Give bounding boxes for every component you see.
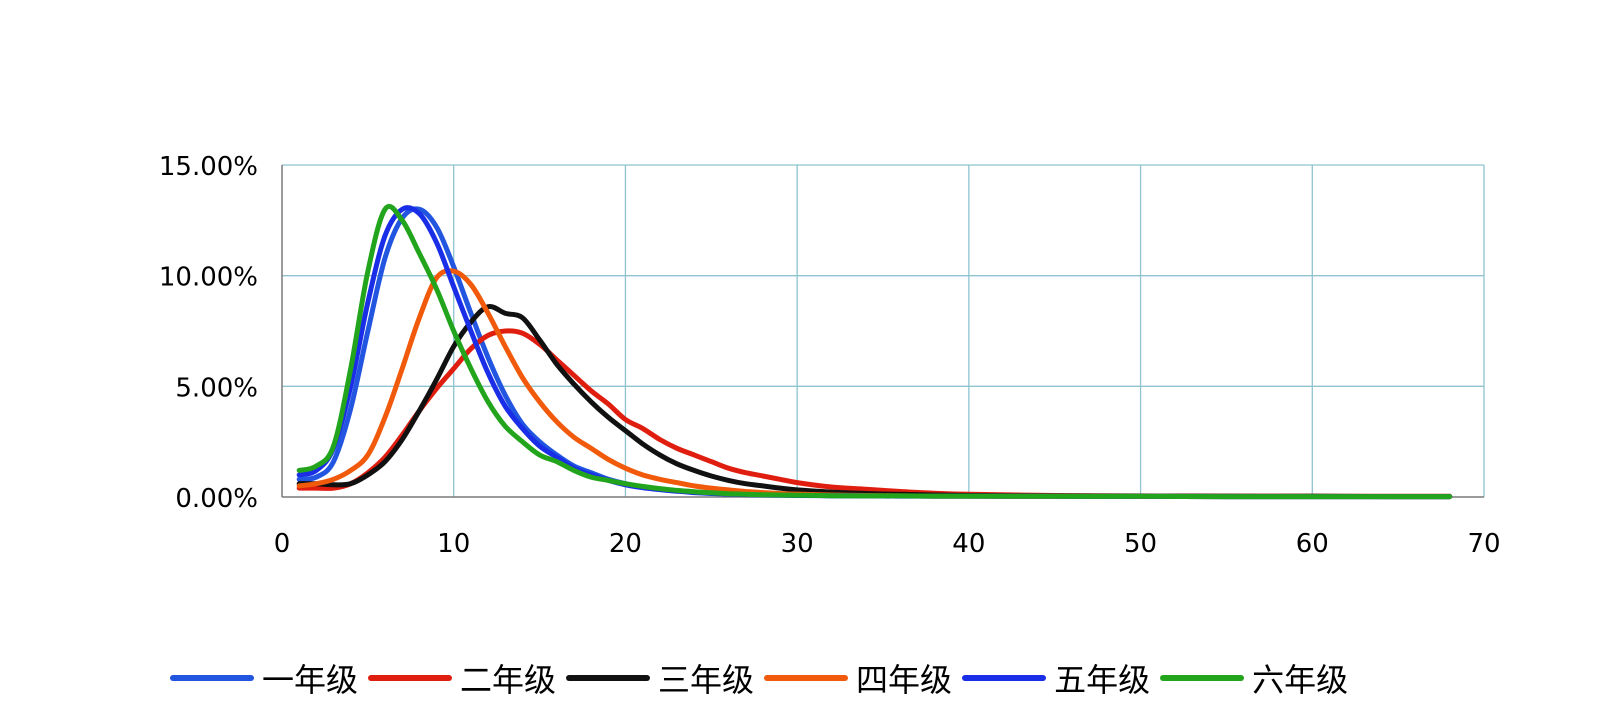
legend-swatch [368, 675, 453, 681]
tick-labels: 0 10 20 30 40 50 60 70 0.00% 5.00% 10.00% 15.00% [159, 152, 1501, 559]
x-tick-label: 60 [1296, 529, 1329, 559]
x-tick-label: 0 [274, 529, 291, 559]
legend-item: 三年级 [566, 655, 754, 701]
legend-label: 一年级 [262, 661, 359, 699]
legend-item: 二年级 [368, 655, 556, 701]
grid [282, 164, 1485, 497]
legend-label: 三年级 [658, 661, 755, 699]
legend-label: 六年级 [1252, 661, 1349, 699]
x-tick-label: 30 [781, 529, 814, 559]
x-tick-label: 70 [1467, 529, 1500, 559]
series-line-5 [296, 205, 1453, 500]
line-chart: 0 10 20 30 40 50 60 70 0.00% 5.00% 10.00% 15.00% [159, 152, 1501, 559]
x-tick-label: 40 [952, 529, 985, 559]
legend-item: 一年级 [170, 655, 358, 701]
x-tick-label: 50 [1124, 529, 1157, 559]
legend-swatch [170, 675, 254, 681]
legend-item: 六年级 [1160, 655, 1348, 701]
legend-swatch [962, 675, 1047, 681]
series-line-1 [296, 206, 1453, 500]
legend-label: 四年级 [856, 661, 953, 699]
series-layer [296, 204, 1453, 500]
legend-item: 五年级 [962, 655, 1150, 701]
y-tick-label: 0.00% [175, 484, 258, 514]
series-line-6 [296, 204, 1453, 500]
y-tick-label: 5.00% [175, 373, 258, 403]
y-tick-label: 15.00% [159, 152, 258, 182]
x-tick-label: 10 [437, 529, 470, 559]
legend-item: 四年级 [764, 655, 952, 701]
y-tick-label: 10.00% [159, 263, 258, 293]
series-line-4 [296, 268, 1453, 500]
legend-label: 五年级 [1054, 661, 1151, 699]
series-line-2 [296, 328, 1453, 499]
legend-swatch [566, 675, 651, 681]
legend-swatch [1160, 675, 1245, 681]
legend: 一年级 二年级 三年级 四年级 五年级 六年级 [170, 655, 1430, 701]
legend-label: 二年级 [460, 661, 557, 699]
legend-swatch [764, 675, 849, 681]
x-tick-label: 20 [609, 529, 642, 559]
